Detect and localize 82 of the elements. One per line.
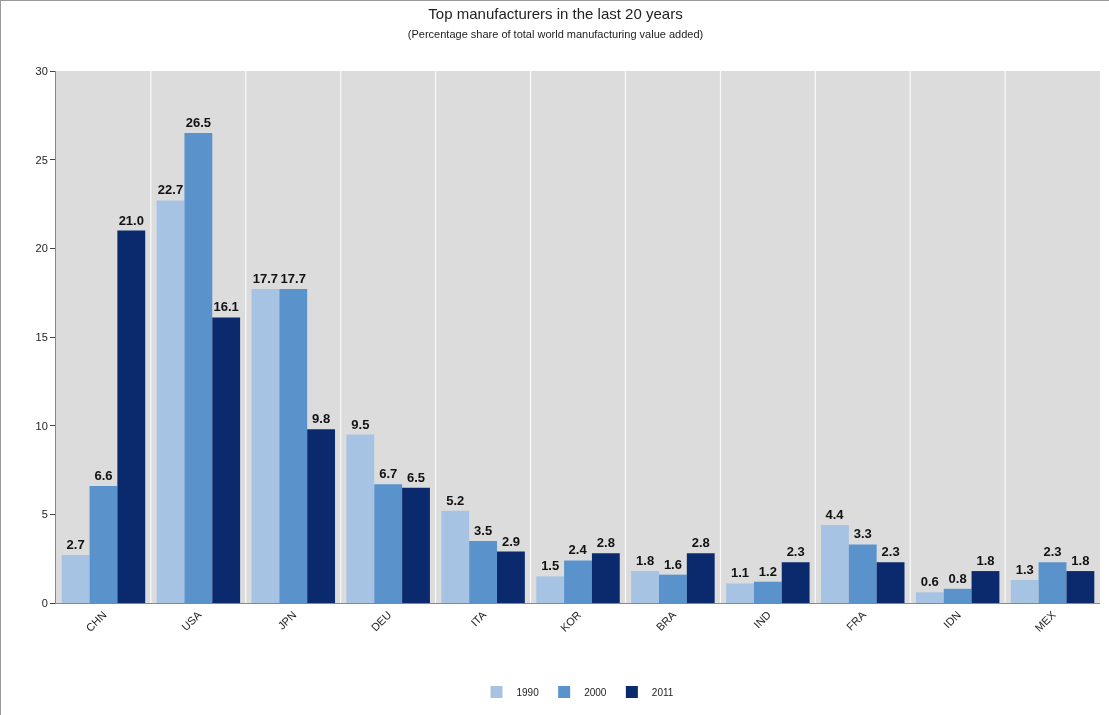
data-label: 9.5 xyxy=(351,416,370,432)
bar xyxy=(497,551,525,603)
data-label: 9.8 xyxy=(312,411,331,427)
data-label: 1.8 xyxy=(1071,553,1090,569)
bar xyxy=(971,571,1000,603)
bar xyxy=(658,574,687,603)
bar xyxy=(441,510,470,603)
bar xyxy=(117,230,146,603)
data-label: 22.7 xyxy=(157,182,184,198)
y-tick-label: 15 xyxy=(35,330,48,343)
bar xyxy=(1066,571,1095,603)
bar xyxy=(251,289,280,603)
bar xyxy=(469,540,498,603)
data-label: 1.6 xyxy=(663,556,682,572)
chart-title: Top manufacturers in the last 20 years xyxy=(428,4,683,22)
data-label: 3.3 xyxy=(853,526,872,542)
y-tick-label: 10 xyxy=(35,419,48,432)
bar xyxy=(307,429,336,603)
data-label: 1.1 xyxy=(730,565,750,581)
data-label: 2.4 xyxy=(568,542,588,558)
chart-subtitle: (Percentage share of total world manufacturing value added) xyxy=(407,28,704,41)
data-label: 1.8 xyxy=(976,553,995,569)
bar xyxy=(1038,562,1067,603)
bar xyxy=(726,583,754,603)
bar xyxy=(781,562,810,603)
bar xyxy=(564,560,592,603)
y-tick-label: 25 xyxy=(35,153,48,166)
data-label: 2.9 xyxy=(501,533,520,549)
bar xyxy=(346,434,375,603)
bar xyxy=(915,592,944,603)
legend-label: 1990 xyxy=(516,686,540,698)
bar xyxy=(374,484,403,603)
x-tick-label: IDN xyxy=(941,608,963,631)
data-label: 2.3 xyxy=(1043,544,1062,560)
data-label: 2.7 xyxy=(66,537,85,553)
bar xyxy=(89,485,118,603)
data-label: 4.4 xyxy=(825,506,845,522)
bar xyxy=(156,200,185,603)
bar xyxy=(848,544,877,603)
data-label: 2.8 xyxy=(691,535,710,551)
data-label: 5.2 xyxy=(446,492,465,508)
data-label: 2.8 xyxy=(596,535,615,551)
x-tick-label: IND xyxy=(751,608,774,631)
bar xyxy=(753,581,782,603)
data-label: 26.5 xyxy=(185,115,212,131)
data-label: 16.1 xyxy=(213,299,239,315)
y-tick-label: 30 xyxy=(35,64,48,77)
bar xyxy=(536,576,565,603)
bar xyxy=(184,133,213,603)
bar xyxy=(279,289,308,603)
data-label: 6.7 xyxy=(379,466,398,482)
bar xyxy=(631,571,659,603)
y-tick-label: 0 xyxy=(41,596,48,609)
data-label: 1.2 xyxy=(758,563,777,579)
bar xyxy=(876,562,905,603)
data-label: 17.7 xyxy=(252,271,279,287)
legend-label: 2000 xyxy=(584,686,607,698)
data-label: 17.7 xyxy=(280,271,306,287)
data-label: 2.3 xyxy=(881,544,900,560)
x-tick-label: ITA xyxy=(468,608,489,629)
x-tick-label: USA xyxy=(179,608,205,633)
data-label: 3.5 xyxy=(474,522,493,538)
bar xyxy=(820,524,849,603)
data-label: 1.8 xyxy=(636,553,655,569)
bar xyxy=(943,588,972,603)
data-label: 0.8 xyxy=(948,570,967,586)
bar xyxy=(686,553,715,603)
data-label: 1.5 xyxy=(541,558,560,574)
y-tick-label: 20 xyxy=(35,242,48,255)
bar xyxy=(1010,579,1039,603)
data-label: 6.6 xyxy=(94,467,113,483)
bar xyxy=(402,487,430,603)
data-label: 6.5 xyxy=(406,469,426,485)
data-label: 2.3 xyxy=(786,544,805,560)
bar xyxy=(61,555,90,603)
legend-label: 2011 xyxy=(651,686,674,698)
data-label: 21.0 xyxy=(118,212,144,228)
data-label: 0.6 xyxy=(920,574,939,590)
bar xyxy=(212,317,241,603)
y-tick-label: 5 xyxy=(41,508,48,521)
data-label: 1.3 xyxy=(1015,561,1034,577)
bar xyxy=(591,553,620,603)
